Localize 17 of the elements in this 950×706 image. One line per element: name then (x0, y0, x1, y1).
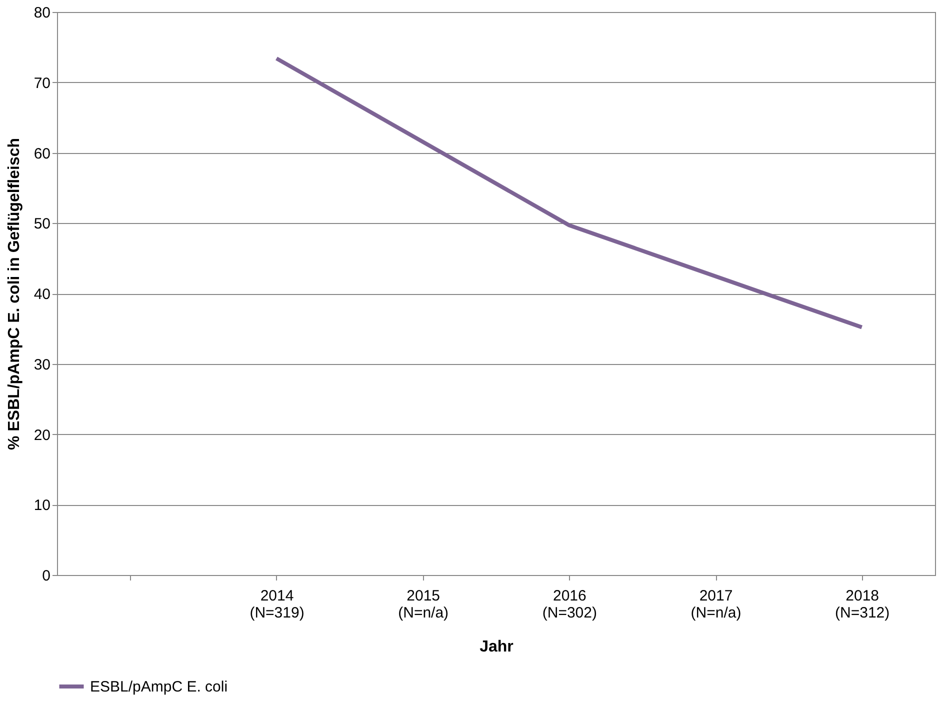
y-tick-label: 60 (34, 145, 50, 162)
x-tick-label: 2018 (N=312) (835, 588, 890, 622)
y-tick-label: 70 (34, 74, 50, 92)
x-tick-label: 2014 (N=319) (250, 588, 304, 622)
y-tick-label: 80 (34, 4, 50, 22)
x-tick-label: 2016 (N=302) (542, 588, 597, 622)
legend-label: ESBL/pAmpC E. coli (90, 678, 228, 696)
y-axis-title: % ESBL/pAmpC E. coli in Geflügelfleisch (6, 138, 23, 450)
y-tick-label: 40 (34, 286, 50, 303)
x-tick-label: 2017 (N=n/a) (690, 588, 742, 622)
y-tick-label: 10 (34, 497, 50, 514)
y-tick-label: 0 (42, 568, 50, 584)
y-tick-label: 50 (34, 216, 50, 233)
x-tick-label: 2015 (N=n/a) (398, 588, 449, 622)
y-tick-label: 20 (34, 426, 50, 444)
y-tick-label: 30 (34, 356, 50, 374)
x-axis-title: Jahr (480, 638, 514, 656)
